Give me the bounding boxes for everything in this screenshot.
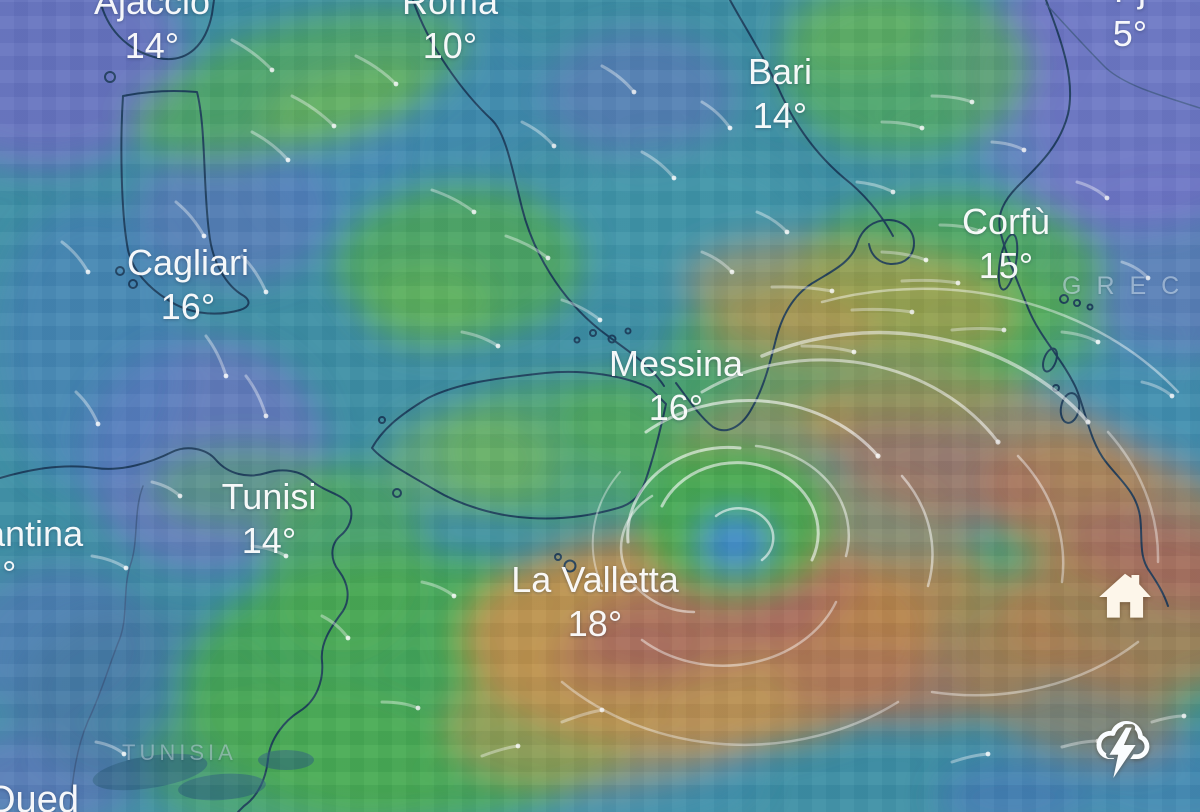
wind-streamlines [60,38,1187,764]
city-label-clipped-left[interactable]: antina [0,513,84,554]
city-label-roma[interactable]: Roma 10° [402,0,498,68]
coastlines [0,0,1169,812]
city-name: La Valletta [511,559,679,600]
region-label-grecia: GREC [1062,272,1195,300]
city-label-tunisi[interactable]: Tunisi 14° [222,475,317,563]
city-temp: 14° [752,95,808,136]
city-name: Bari [747,51,813,92]
storm-cloud-lightning-icon[interactable] [1092,704,1154,791]
salt-lakes [92,750,314,801]
city-temp: 5° [1112,13,1148,54]
city-name: Cagliari [126,242,250,283]
country-borders [69,3,1200,812]
city-name: Tunisi [221,476,317,517]
city-name: Ajaccio [93,0,211,22]
city-temp: 14° [241,520,297,561]
city-name: Messina [608,343,744,384]
city-temp: 10° [422,25,478,66]
home-icon[interactable] [1094,566,1156,633]
city-label-messina[interactable]: Messina 16° [609,342,743,430]
city-label-corfu[interactable]: Corfù 15° [962,200,1050,288]
city-temp: 16° [160,286,216,327]
city-label-cagliari[interactable]: Cagliari 16° [127,241,249,329]
city-temp: 14° [124,25,180,66]
city-label-ajaccio[interactable]: Ajaccio 14° [94,0,210,68]
city-temp-fragment-left: ° [2,553,17,594]
region-label-tunisia: TUNISIA [122,740,237,765]
city-label-clipped-bottom-left[interactable]: Oued [0,779,79,812]
city-temp: 15° [978,245,1034,286]
city-label-clipped-top-right[interactable]: Pj 5° [1113,0,1147,56]
city-temp: 18° [567,603,623,644]
city-label-la-valletta[interactable]: La Valletta 18° [511,558,678,646]
city-label-bari[interactable]: Bari 14° [748,50,812,138]
city-name: Corfù [961,201,1051,242]
city-name: Pj [1113,0,1147,12]
city-temp: 16° [648,387,704,428]
city-name: Roma [401,0,499,22]
